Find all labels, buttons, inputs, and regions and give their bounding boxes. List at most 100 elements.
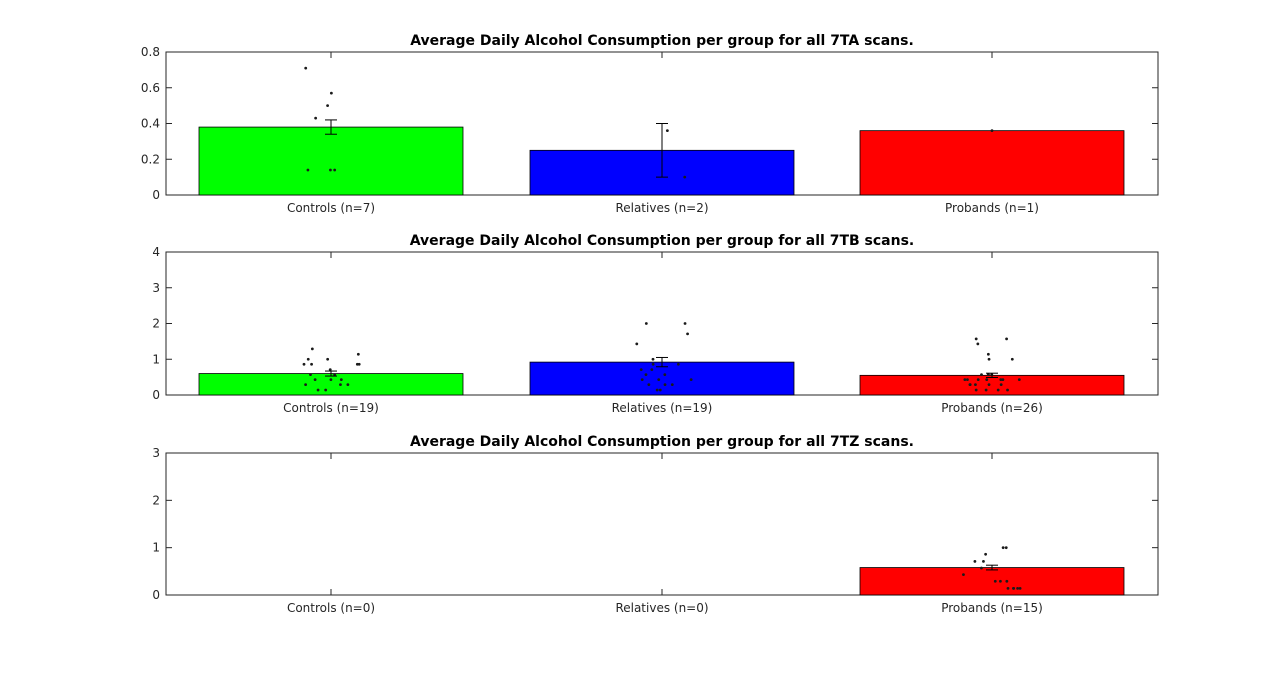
data-point (1004, 546, 1008, 550)
data-point (665, 129, 669, 133)
data-point (356, 352, 360, 356)
bar-1 (198, 126, 464, 196)
data-point (686, 332, 689, 336)
chart-title: Average Daily Alcohol Consumption per gr… (410, 434, 914, 450)
data-point (651, 362, 655, 366)
data-point (639, 368, 643, 372)
data-point (326, 104, 329, 108)
data-point (987, 357, 991, 361)
data-point (985, 378, 989, 382)
x-tick-label: Probands (n=26) (941, 401, 1043, 415)
chart-title: Average Daily Alcohol Consumption per gr… (410, 233, 915, 249)
data-point (990, 129, 994, 133)
data-point (1006, 388, 1009, 392)
data-point (657, 378, 661, 382)
y-tick-label: 0.2 (141, 152, 160, 166)
data-point (329, 91, 333, 95)
data-point (306, 168, 310, 172)
data-point (635, 342, 639, 346)
data-point (1018, 586, 1022, 590)
x-tick-label: Relatives (n=19) (612, 401, 713, 415)
y-tick-label: 1 (152, 352, 160, 366)
data-point (339, 383, 342, 387)
y-tick-label: 4 (152, 245, 160, 259)
data-point (302, 362, 306, 366)
data-point (329, 168, 332, 172)
bar-2 (529, 361, 795, 396)
data-point (976, 342, 980, 346)
data-point (339, 378, 343, 382)
data-point (1012, 586, 1016, 590)
data-point (973, 559, 977, 563)
y-tick-label: 3 (152, 446, 160, 460)
y-tick-label: 2 (152, 493, 160, 507)
data-point (999, 378, 1003, 382)
data-point (1005, 579, 1009, 583)
x-tick-label: Controls (n=7) (287, 201, 375, 215)
data-point (974, 337, 978, 341)
data-point (644, 373, 648, 377)
data-point (329, 378, 333, 382)
data-point (974, 388, 978, 392)
data-point (962, 573, 965, 577)
y-tick-label: 2 (152, 317, 160, 331)
data-point (980, 566, 983, 570)
data-point (663, 373, 667, 377)
data-point (324, 388, 328, 392)
data-point (1017, 378, 1021, 382)
x-tick-label: Controls (n=19) (283, 401, 379, 415)
data-point (676, 362, 680, 366)
data-point (986, 352, 990, 356)
data-point (963, 378, 967, 382)
data-point (1016, 586, 1020, 590)
data-point (658, 388, 662, 392)
data-point (683, 322, 687, 325)
data-point (310, 362, 313, 366)
data-point (655, 388, 659, 392)
data-point (982, 559, 985, 563)
data-point (976, 378, 980, 382)
data-point (326, 357, 330, 361)
data-point (1001, 378, 1005, 382)
data-point (304, 383, 307, 387)
data-point (984, 552, 988, 556)
y-tick-label: 1 (152, 541, 160, 555)
data-point (328, 368, 332, 372)
y-tick-label: 0.4 (141, 117, 160, 131)
data-point (1010, 357, 1014, 361)
x-tick-label: Probands (n=1) (945, 201, 1039, 215)
data-point (651, 357, 655, 361)
data-point (996, 388, 1000, 392)
data-point (313, 378, 317, 382)
data-point (333, 168, 337, 172)
data-point (316, 388, 320, 392)
data-point (663, 383, 667, 387)
data-point (999, 383, 1003, 387)
data-point (640, 378, 644, 382)
data-point (650, 368, 654, 372)
x-tick-label: Relatives (n=0) (615, 601, 708, 615)
x-tick-label: Controls (n=0) (287, 601, 375, 615)
data-point (966, 378, 969, 382)
chart-title: Average Daily Alcohol Consumption per gr… (410, 33, 914, 49)
data-point (987, 383, 991, 387)
chart-panel-3: Average Daily Alcohol Consumption per gr… (152, 434, 1159, 615)
data-point (333, 373, 337, 377)
y-tick-label: 0.6 (141, 81, 160, 95)
y-tick-label: 3 (152, 281, 160, 295)
bar-3 (859, 130, 1125, 196)
data-point (683, 175, 687, 179)
data-point (1001, 546, 1005, 550)
data-point (310, 347, 314, 351)
y-tick-label: 0 (152, 188, 160, 202)
data-point (314, 116, 318, 120)
data-point (993, 579, 997, 583)
data-point (309, 373, 312, 377)
data-point (670, 383, 674, 387)
y-tick-label: 0 (152, 388, 160, 402)
chart-panel-1: Average Daily Alcohol Consumption per gr… (141, 33, 1159, 215)
chart-panel-2: Average Daily Alcohol Consumption per gr… (152, 233, 1159, 415)
data-point (1005, 337, 1008, 341)
